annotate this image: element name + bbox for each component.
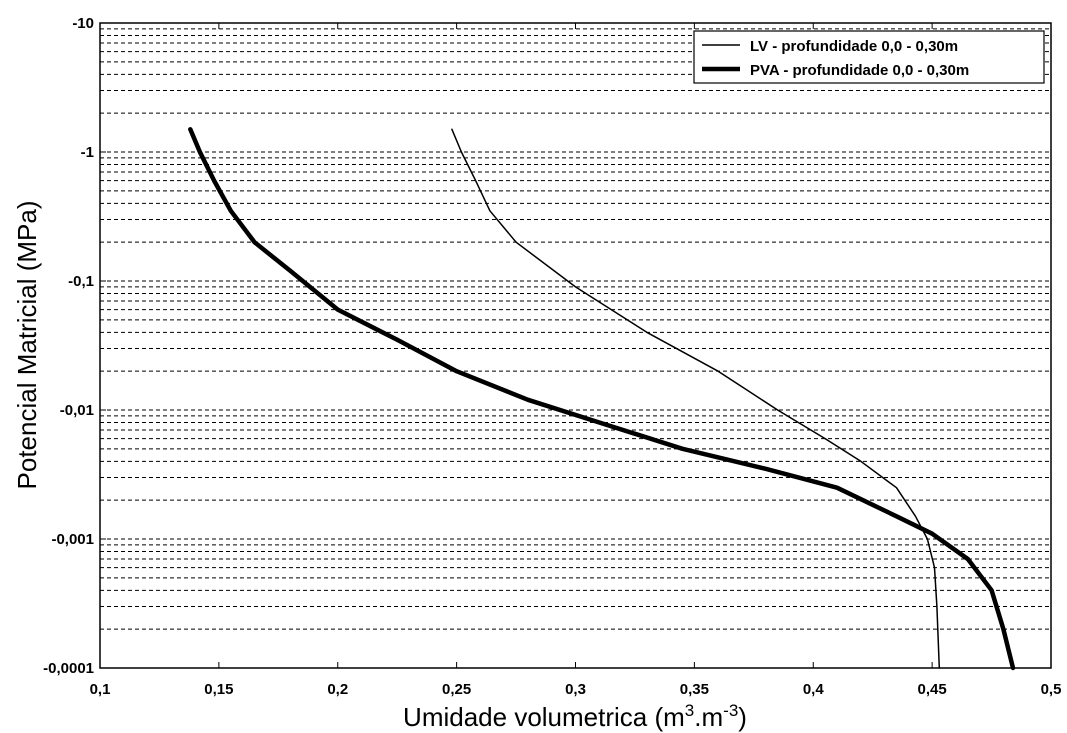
x-axis-title-mid: .m [694, 702, 723, 732]
x-axis-title-sup2: -3 [723, 701, 738, 720]
x-tick-label: 0,25 [442, 681, 471, 698]
x-axis: 0,1 0,15 0,2 0,25 0,3 0,35 0,4 0,45 0,5 [90, 23, 1062, 698]
y-tick-label: -10 [72, 15, 94, 32]
x-tick-label: 0,4 [803, 681, 825, 698]
y-axis-title: Potencial Matricial (MPa) [12, 201, 42, 490]
x-tick-label: 0,3 [565, 681, 586, 698]
x-tick-label: 0,1 [90, 681, 111, 698]
legend-label-lv: LV - profundidade 0,0 - 0,30m [750, 38, 958, 55]
x-tick-label: 0,5 [1041, 681, 1062, 698]
x-tick-label: 0,15 [204, 681, 233, 698]
x-axis-title: Umidade volumetrica (m3.m-3) [403, 701, 747, 732]
y-tick-label: -0,01 [60, 402, 94, 419]
series-layer [188, 127, 1016, 671]
y-tick-label: -1 [81, 144, 94, 161]
series-line-pva [188, 127, 1016, 671]
plot-frame [99, 22, 1052, 669]
series-line-lv [451, 128, 941, 669]
x-axis-title-end: ) [738, 702, 747, 732]
x-tick-label: 0,35 [680, 681, 709, 698]
legend: LV - profundidade 0,0 - 0,30m PVA - prof… [693, 30, 1045, 84]
x-axis-title-part1: Umidade volumetrica (m [403, 702, 685, 732]
y-axis: -10 -1 -0,1 -0,01 -0,001 -0,0001 [43, 15, 106, 677]
grid-layer [100, 22, 1051, 669]
x-tick-label: 0,45 [918, 681, 947, 698]
y-tick-label: -0,001 [51, 531, 94, 548]
y-tick-label: -0,1 [68, 273, 94, 290]
legend-box [693, 30, 1045, 84]
x-axis-title-sup1: 3 [685, 701, 694, 720]
legend-label-pva: PVA - profundidade 0,0 - 0,30m [750, 62, 969, 79]
x-tick-label: 0,2 [327, 681, 348, 698]
y-tick-label: -0,0001 [43, 660, 94, 677]
